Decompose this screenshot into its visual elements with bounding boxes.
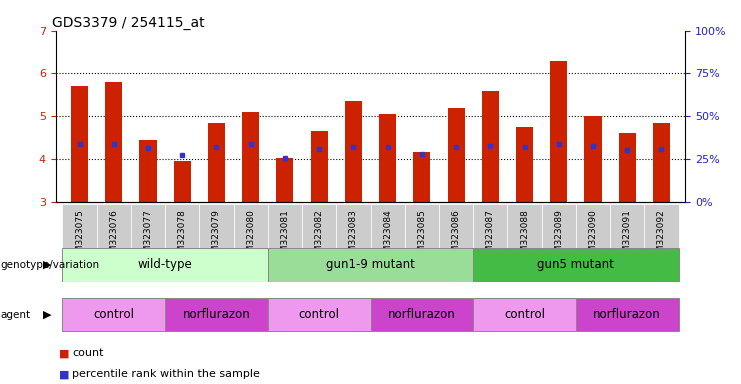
Text: GSM323078: GSM323078 [178, 209, 187, 264]
Text: GSM323080: GSM323080 [246, 209, 255, 264]
Bar [610, 204, 645, 276]
Bar [268, 204, 302, 276]
Bar [619, 133, 636, 202]
Text: norflurazon: norflurazon [388, 308, 456, 321]
Bar [585, 116, 602, 202]
Bar [62, 298, 165, 331]
Text: GSM323083: GSM323083 [349, 209, 358, 264]
Bar [370, 204, 405, 276]
Bar [448, 108, 465, 202]
Bar [62, 204, 96, 276]
Text: GSM323079: GSM323079 [212, 209, 221, 264]
Bar [276, 158, 293, 202]
Text: GSM323090: GSM323090 [588, 209, 597, 264]
Bar [62, 248, 268, 281]
Bar [199, 204, 233, 276]
Bar [645, 204, 679, 276]
Text: GSM323089: GSM323089 [554, 209, 563, 264]
Text: control: control [93, 308, 134, 321]
Bar [96, 204, 131, 276]
Bar [653, 122, 670, 202]
Bar [439, 204, 473, 276]
Text: GSM323081: GSM323081 [280, 209, 290, 264]
Text: GSM323086: GSM323086 [451, 209, 461, 264]
Text: norflurazon: norflurazon [182, 308, 250, 321]
Bar [576, 204, 610, 276]
Text: GSM323077: GSM323077 [144, 209, 153, 264]
Bar [345, 101, 362, 202]
Text: count: count [72, 348, 104, 358]
Bar [242, 112, 259, 202]
Text: GSM323075: GSM323075 [75, 209, 84, 264]
Text: GSM323085: GSM323085 [417, 209, 426, 264]
Bar [413, 152, 431, 202]
Bar [551, 61, 568, 202]
Text: percentile rank within the sample: percentile rank within the sample [72, 369, 260, 379]
Text: ■: ■ [59, 348, 70, 358]
Bar [542, 204, 576, 276]
Bar [379, 114, 396, 202]
Text: ■: ■ [59, 369, 70, 379]
Text: agent: agent [1, 310, 31, 320]
Bar [473, 298, 576, 331]
Bar [208, 122, 225, 202]
Bar [473, 248, 679, 281]
Bar [268, 298, 370, 331]
Text: GDS3379 / 254115_at: GDS3379 / 254115_at [53, 16, 205, 30]
Bar [165, 298, 268, 331]
Text: GSM323091: GSM323091 [622, 209, 632, 264]
Bar [310, 131, 328, 202]
Bar [165, 204, 199, 276]
Text: GSM323092: GSM323092 [657, 209, 666, 264]
Bar [482, 91, 499, 202]
Bar [473, 204, 508, 276]
Text: GSM323076: GSM323076 [109, 209, 119, 264]
Text: GSM323087: GSM323087 [486, 209, 495, 264]
Bar [508, 204, 542, 276]
Bar [336, 204, 370, 276]
Text: GSM323084: GSM323084 [383, 209, 392, 264]
Bar [576, 298, 679, 331]
Bar [131, 204, 165, 276]
Bar [71, 86, 88, 202]
Text: ▶: ▶ [43, 310, 51, 320]
Bar [268, 248, 473, 281]
Bar [370, 298, 473, 331]
Bar [139, 140, 156, 202]
Text: gun5 mutant: gun5 mutant [537, 258, 614, 271]
Text: control: control [299, 308, 339, 321]
Bar [173, 161, 190, 202]
Text: norflurazon: norflurazon [594, 308, 661, 321]
Text: control: control [504, 308, 545, 321]
Bar [302, 204, 336, 276]
Bar [233, 204, 268, 276]
Bar [405, 204, 439, 276]
Bar [105, 82, 122, 202]
Text: GSM323082: GSM323082 [315, 209, 324, 264]
Text: ▶: ▶ [43, 260, 51, 270]
Text: gun1-9 mutant: gun1-9 mutant [326, 258, 415, 271]
Text: wild-type: wild-type [138, 258, 193, 271]
Text: GSM323088: GSM323088 [520, 209, 529, 264]
Text: genotype/variation: genotype/variation [1, 260, 100, 270]
Bar [516, 127, 533, 202]
